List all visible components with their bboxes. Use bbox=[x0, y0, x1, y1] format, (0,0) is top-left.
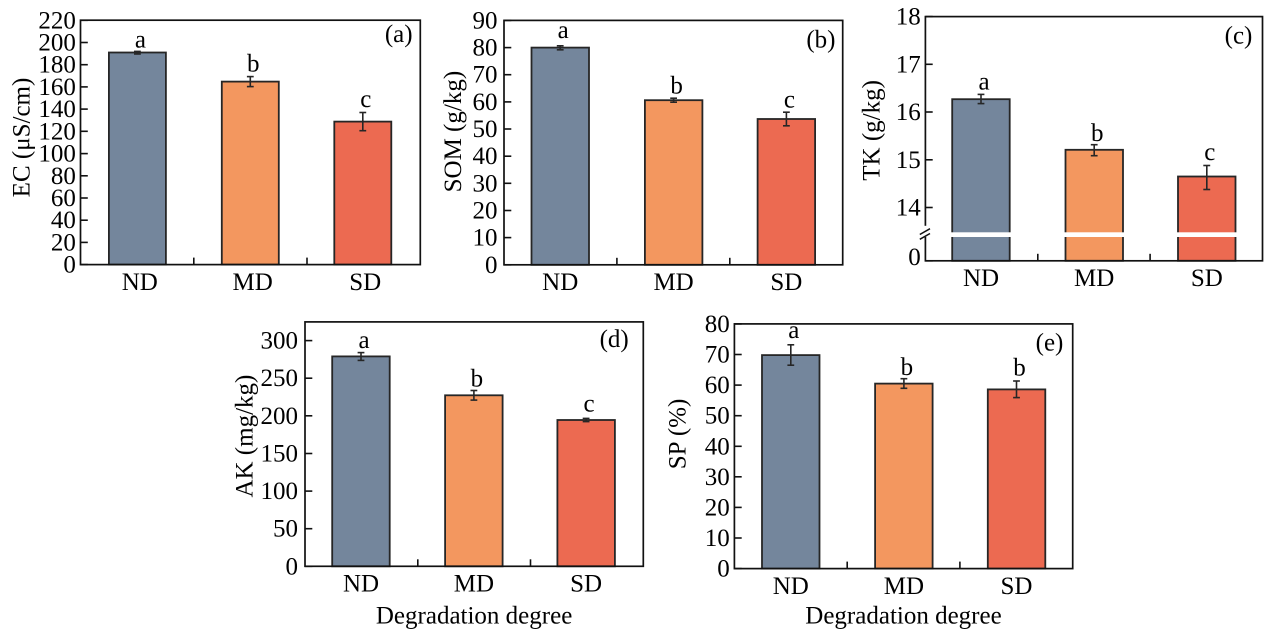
svg-text:Degradation degree: Degradation degree bbox=[805, 603, 1001, 630]
svg-text:SD: SD bbox=[1191, 265, 1223, 292]
svg-text:80: 80 bbox=[51, 163, 76, 190]
svg-text:50: 50 bbox=[473, 116, 498, 143]
svg-text:c: c bbox=[784, 86, 795, 113]
svg-text:TK (g/kg): TK (g/kg) bbox=[859, 80, 886, 181]
svg-text:0: 0 bbox=[717, 556, 730, 583]
svg-text:50: 50 bbox=[273, 516, 298, 543]
svg-text:b: b bbox=[1013, 355, 1026, 382]
svg-text:160: 160 bbox=[38, 74, 76, 101]
svg-text:100: 100 bbox=[261, 478, 299, 505]
svg-text:a: a bbox=[788, 317, 799, 344]
svg-text:MD: MD bbox=[454, 571, 494, 598]
svg-text:SOM (g/kg): SOM (g/kg) bbox=[440, 71, 467, 193]
svg-text:30: 30 bbox=[473, 170, 498, 197]
svg-text:17: 17 bbox=[896, 51, 921, 78]
svg-text:c: c bbox=[584, 391, 595, 418]
svg-text:(d): (d) bbox=[600, 326, 629, 353]
svg-text:18: 18 bbox=[896, 4, 921, 31]
svg-text:a: a bbox=[358, 327, 369, 354]
svg-text:ND: ND bbox=[963, 265, 999, 292]
svg-text:SP (%): SP (%) bbox=[664, 399, 691, 470]
svg-text:60: 60 bbox=[473, 89, 498, 116]
svg-text:90: 90 bbox=[473, 7, 498, 34]
svg-text:MD: MD bbox=[233, 269, 273, 296]
svg-text:ND: ND bbox=[343, 571, 379, 598]
svg-text:16: 16 bbox=[896, 99, 921, 126]
svg-text:b: b bbox=[247, 51, 260, 78]
svg-text:SD: SD bbox=[770, 269, 802, 296]
svg-text:100: 100 bbox=[38, 141, 76, 168]
svg-text:10: 10 bbox=[473, 225, 498, 252]
svg-text:30: 30 bbox=[705, 464, 730, 491]
svg-text:70: 70 bbox=[705, 342, 730, 369]
svg-text:b: b bbox=[670, 73, 683, 100]
svg-text:b: b bbox=[901, 354, 914, 381]
svg-text:b: b bbox=[471, 365, 484, 392]
svg-text:120: 120 bbox=[38, 118, 76, 145]
svg-text:SD: SD bbox=[349, 269, 381, 296]
svg-text:20: 20 bbox=[473, 198, 498, 225]
svg-text:40: 40 bbox=[705, 433, 730, 460]
svg-text:220: 220 bbox=[38, 7, 76, 34]
svg-text:(b): (b) bbox=[806, 26, 835, 53]
svg-text:20: 20 bbox=[705, 494, 730, 521]
svg-text:300: 300 bbox=[261, 328, 299, 355]
svg-text:10: 10 bbox=[705, 525, 730, 552]
svg-text:150: 150 bbox=[261, 441, 299, 468]
svg-text:MD: MD bbox=[884, 573, 924, 600]
svg-text:ND: ND bbox=[773, 573, 809, 600]
svg-text:40: 40 bbox=[51, 207, 76, 234]
svg-text:(e): (e) bbox=[1036, 329, 1064, 356]
svg-text:80: 80 bbox=[473, 35, 498, 62]
svg-text:14: 14 bbox=[896, 195, 922, 222]
svg-text:a: a bbox=[135, 27, 146, 54]
svg-text:200: 200 bbox=[38, 30, 76, 57]
svg-text:(c): (c) bbox=[1225, 22, 1253, 49]
svg-text:20: 20 bbox=[51, 229, 76, 256]
svg-text:70: 70 bbox=[473, 62, 498, 89]
svg-text:b: b bbox=[1091, 120, 1104, 147]
svg-text:AK (mg/kg): AK (mg/kg) bbox=[231, 375, 258, 498]
svg-text:c: c bbox=[1204, 139, 1215, 166]
svg-text:a: a bbox=[978, 68, 989, 95]
svg-text:SD: SD bbox=[1001, 573, 1033, 600]
svg-text:ND: ND bbox=[542, 269, 578, 296]
svg-text:200: 200 bbox=[261, 403, 299, 430]
svg-text:60: 60 bbox=[705, 372, 730, 399]
svg-text:40: 40 bbox=[473, 143, 498, 170]
svg-text:c: c bbox=[360, 86, 371, 113]
svg-text:(a): (a) bbox=[385, 21, 413, 48]
svg-text:0: 0 bbox=[485, 252, 498, 279]
svg-text:0: 0 bbox=[908, 244, 921, 271]
svg-text:Degradation degree: Degradation degree bbox=[376, 603, 572, 630]
svg-text:EC (μS/cm): EC (μS/cm) bbox=[9, 78, 36, 198]
svg-text:SD: SD bbox=[570, 571, 602, 598]
svg-text:80: 80 bbox=[705, 311, 730, 338]
svg-text:50: 50 bbox=[705, 403, 730, 430]
svg-text:MD: MD bbox=[653, 269, 693, 296]
svg-text:a: a bbox=[558, 17, 569, 44]
svg-text:250: 250 bbox=[261, 365, 299, 392]
svg-text:0: 0 bbox=[286, 553, 299, 580]
svg-text:ND: ND bbox=[122, 269, 158, 296]
svg-text:0: 0 bbox=[63, 252, 76, 279]
svg-text:180: 180 bbox=[38, 52, 76, 79]
svg-text:15: 15 bbox=[896, 147, 921, 174]
svg-text:140: 140 bbox=[38, 96, 76, 123]
svg-text:MD: MD bbox=[1074, 265, 1114, 292]
svg-text:60: 60 bbox=[51, 185, 76, 212]
